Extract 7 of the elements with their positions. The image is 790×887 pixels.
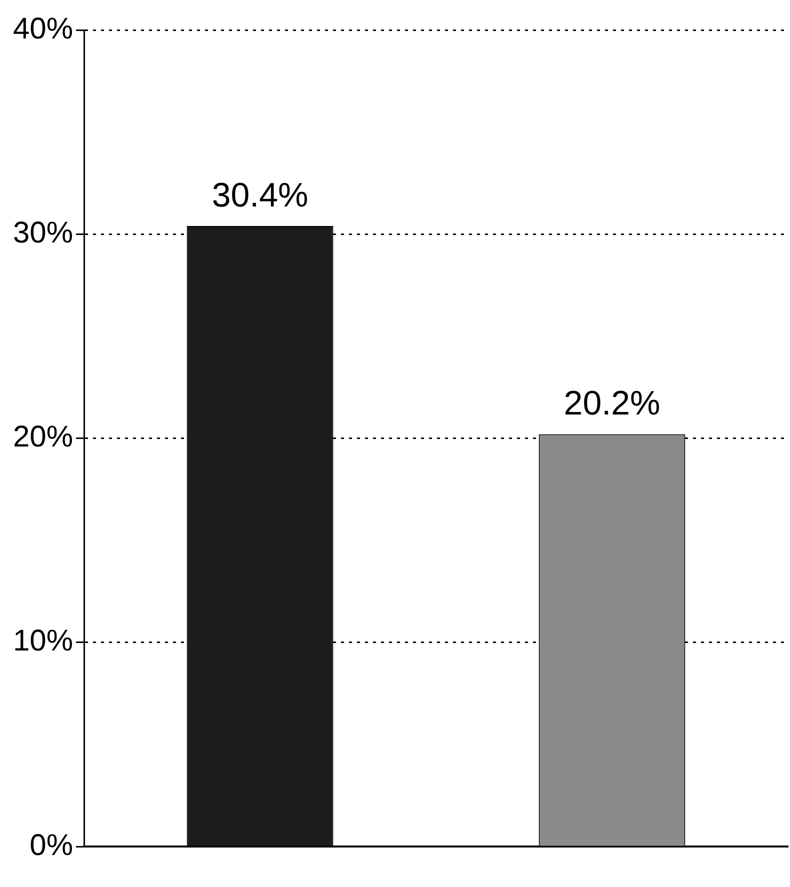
y-tick-label: 20% — [12, 420, 74, 454]
text: 20.2% — [564, 384, 660, 423]
y-tick-label: 40% — [12, 12, 74, 46]
y-tick-label: 30% — [12, 216, 74, 250]
y-tick-label: 10% — [12, 624, 74, 658]
y-tick-label: 0% — [30, 828, 74, 862]
text: 30.4% — [212, 176, 308, 214]
